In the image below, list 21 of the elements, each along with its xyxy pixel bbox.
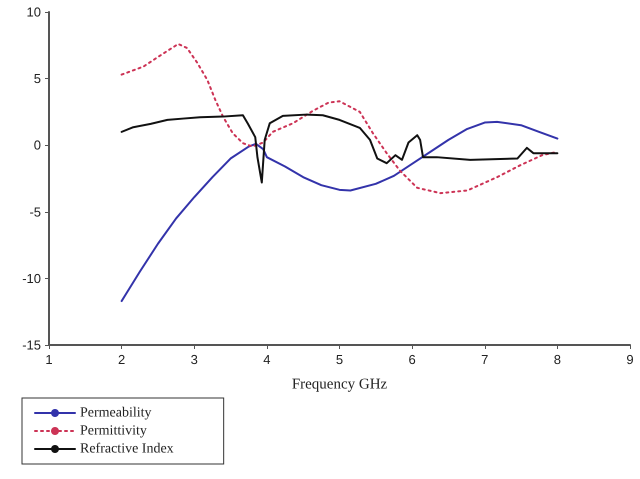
x-tick-label: 6 (408, 352, 416, 367)
x-tick-label: 5 (336, 352, 344, 367)
x-tick-label: 8 (554, 352, 561, 367)
y-tick-label: 10 (26, 4, 41, 20)
x-tick-label: 1 (45, 352, 53, 367)
x-tick-label: 2 (118, 352, 126, 367)
x-tick-label: 4 (263, 352, 270, 367)
y-tick-label: 0 (34, 138, 41, 153)
legend-label: Refractive Index (80, 442, 174, 456)
y-tick-label: -15 (22, 338, 41, 352)
legend-label: Permeability (80, 406, 152, 420)
x-tick-label: 3 (190, 352, 198, 367)
line-series (120, 120, 558, 302)
y-tick-label: -10 (22, 270, 41, 286)
line-series (120, 114, 558, 184)
y-tick-label: -5 (29, 204, 41, 220)
y-tick-label: 5 (34, 71, 41, 86)
x-axis-title: Frequency GHz (292, 376, 388, 392)
x-tick-label: 9 (626, 352, 634, 367)
legend-label: Permittivity (80, 424, 147, 438)
x-tick-label: 7 (481, 352, 488, 367)
